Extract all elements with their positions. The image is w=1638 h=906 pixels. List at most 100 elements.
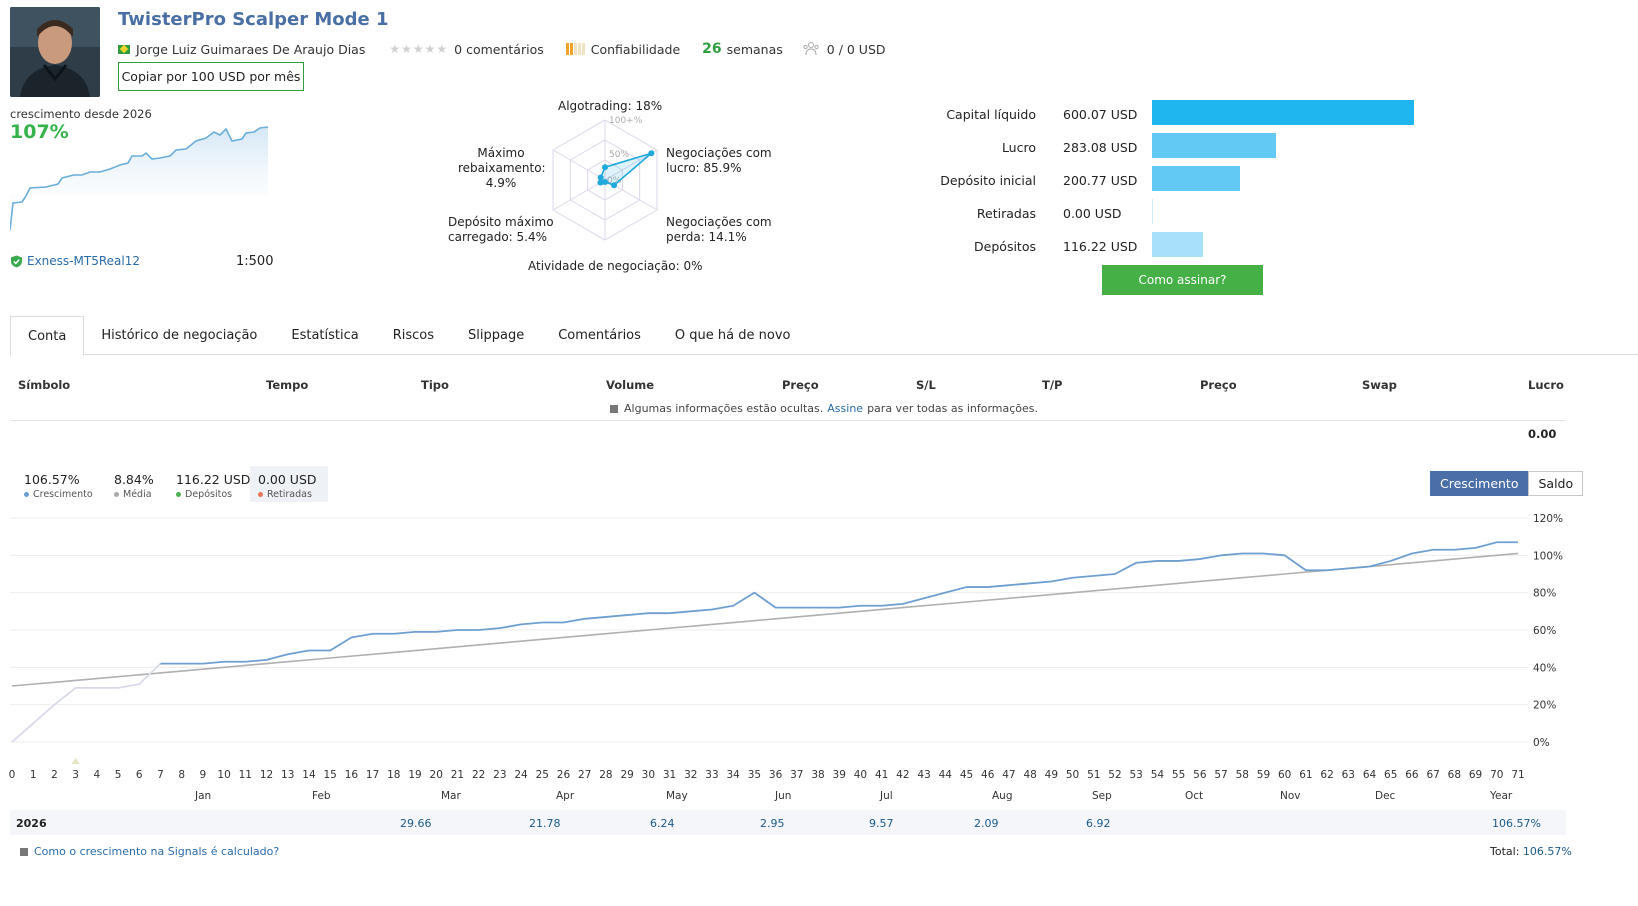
x-tick-label: 27 bbox=[578, 769, 591, 781]
stat-chip[interactable]: 116.22 USD Depósitos bbox=[168, 466, 258, 502]
column-header[interactable]: T/P bbox=[1042, 378, 1063, 392]
broker-name[interactable]: Exness-MT5Real12 bbox=[27, 254, 140, 268]
growth-chart: 120%100%80%60%40%20%0%0 1 2 3 4 5 6 7 8 9 10 11 12 13… bbox=[9, 513, 1563, 781]
x-tick-label: 62 bbox=[1320, 769, 1333, 781]
stat-chip[interactable]: 8.84% Média bbox=[106, 466, 162, 502]
y-tick-label: 20% bbox=[1533, 700, 1556, 712]
x-tick-label: 24 bbox=[514, 769, 528, 781]
author-name[interactable]: Jorge Luiz Guimaraes De Araujo Dias bbox=[136, 41, 366, 57]
month-label: Apr bbox=[556, 790, 575, 802]
column-header[interactable]: Lucro bbox=[1528, 378, 1564, 392]
column-header[interactable]: Preço bbox=[1200, 378, 1237, 392]
tab-0[interactable]: Conta bbox=[10, 316, 85, 356]
tab-5[interactable]: Comentários bbox=[558, 328, 641, 343]
hidden-note-text-2: para ver todas as informações. bbox=[867, 402, 1039, 415]
x-tick-label: 71 bbox=[1511, 769, 1524, 781]
total-value: 106.57% bbox=[1522, 845, 1572, 858]
x-tick-label: 49 bbox=[1045, 769, 1058, 781]
reliability-label: Confiabilidade bbox=[590, 41, 681, 57]
x-tick-label: 67 bbox=[1426, 769, 1439, 781]
x-tick-label: 2 bbox=[51, 769, 58, 781]
x-tick-label: 66 bbox=[1405, 769, 1419, 781]
column-header[interactable]: Símbolo bbox=[18, 378, 71, 392]
x-tick-label: 63 bbox=[1342, 769, 1355, 781]
column-header[interactable]: Preço bbox=[782, 378, 819, 392]
tab-6[interactable]: O que há de novo bbox=[674, 328, 791, 343]
month-growth-value: 6.92 bbox=[1086, 817, 1111, 830]
x-tick-label: 31 bbox=[663, 769, 676, 781]
rating-stars-icon: ★★★★★ bbox=[389, 42, 449, 56]
column-header[interactable]: S/L bbox=[916, 378, 936, 392]
x-tick-label: 6 bbox=[136, 769, 143, 781]
total-label: Total: bbox=[1490, 845, 1520, 858]
x-tick-label: 1 bbox=[30, 769, 37, 781]
month-growth-value: 106.57% bbox=[1492, 817, 1541, 830]
radar-scale-100: 100+% bbox=[609, 116, 643, 126]
bar-value: 0.00 USD bbox=[1063, 206, 1122, 221]
how-to-subscribe-button[interactable]: Como assinar? bbox=[1102, 265, 1263, 295]
x-tick-label: 28 bbox=[599, 769, 612, 781]
growth-toggle-button[interactable]: Crescimento bbox=[1430, 471, 1529, 496]
legend-dot-icon bbox=[258, 492, 263, 497]
x-tick-label: 22 bbox=[472, 769, 485, 781]
balance-bar bbox=[1152, 133, 1276, 158]
balance-bar bbox=[1152, 232, 1203, 257]
x-tick-label: 13 bbox=[281, 769, 294, 781]
radar-label-max-drawdown: Máximo rebaixamento: 4.9% bbox=[458, 146, 546, 191]
radar-label-dd-2: rebaixamento: bbox=[458, 161, 546, 175]
comments-count[interactable]: 0 comentários bbox=[454, 41, 544, 57]
x-tick-label: 45 bbox=[960, 769, 973, 781]
x-tick-label: 20 bbox=[430, 769, 443, 781]
stat-label-row: Depósitos bbox=[176, 489, 250, 500]
signal-title[interactable]: TwisterPro Scalper Mode 1 bbox=[118, 9, 389, 30]
month-label: Aug bbox=[992, 790, 1013, 802]
growth-calc-text[interactable]: Como o crescimento na Signals é calculad… bbox=[34, 845, 280, 858]
radar-point bbox=[611, 182, 618, 189]
radar-point bbox=[597, 174, 604, 181]
x-tick-label: 58 bbox=[1236, 769, 1249, 781]
x-tick-label: 44 bbox=[939, 769, 953, 781]
growth-calc-link[interactable]: Como o crescimento na Signals é calculad… bbox=[20, 845, 279, 858]
x-tick-label: 51 bbox=[1087, 769, 1100, 781]
stat-chip[interactable]: 0.00 USD Retiradas bbox=[250, 466, 328, 502]
mini-growth-chart bbox=[10, 126, 269, 231]
copy-signal-button[interactable]: Copiar por 100 USD por mês bbox=[118, 62, 304, 91]
balance-bar bbox=[1152, 100, 1414, 125]
balance-toggle-button[interactable]: Saldo bbox=[1528, 471, 1584, 496]
growth-since-label: crescimento desde 2026 bbox=[10, 107, 152, 121]
tab-3[interactable]: Riscos bbox=[392, 328, 435, 343]
brazil-flag-icon bbox=[118, 44, 130, 54]
x-tick-label: 8 bbox=[178, 769, 185, 781]
radar-label-max-deposit-2: carregado: 5.4% bbox=[448, 230, 547, 244]
tab-1[interactable]: Histórico de negociação bbox=[101, 328, 258, 343]
tab-bar: Conta Histórico de negociação Estatística R… bbox=[10, 316, 1638, 356]
subscribers-icon bbox=[803, 42, 819, 56]
stat-chip[interactable]: 106.57% Crescimento bbox=[16, 466, 101, 502]
x-tick-label: 34 bbox=[726, 769, 740, 781]
column-header[interactable]: Tempo bbox=[266, 378, 309, 392]
stat-label: Crescimento bbox=[33, 489, 93, 500]
month-growth-value: 29.66 bbox=[400, 817, 432, 830]
column-header[interactable]: Swap bbox=[1362, 378, 1397, 392]
month-label: Jul bbox=[880, 790, 893, 802]
x-tick-label: 42 bbox=[896, 769, 909, 781]
month-label: Feb bbox=[312, 790, 331, 802]
x-tick-label: 61 bbox=[1299, 769, 1312, 781]
growth-line-initial bbox=[11, 662, 162, 743]
x-tick-label: 55 bbox=[1172, 769, 1185, 781]
tab-2[interactable]: Estatística bbox=[291, 328, 359, 343]
tab-4[interactable]: Slippage bbox=[468, 328, 525, 343]
weeks-label: semanas bbox=[726, 41, 783, 57]
x-tick-label: 0 bbox=[9, 769, 16, 781]
broker-link[interactable]: Exness-MT5Real12 bbox=[10, 254, 140, 268]
radar-scale-50: 50% bbox=[609, 150, 629, 160]
info-square-icon bbox=[20, 847, 28, 856]
author-row: Jorge Luiz Guimaraes De Araujo Dias ★★★★… bbox=[118, 40, 886, 58]
x-tick-label: 21 bbox=[451, 769, 464, 781]
x-tick-label: 29 bbox=[620, 769, 633, 781]
subscribe-link[interactable]: Assine bbox=[827, 402, 864, 415]
hidden-note-text: Algumas informações estão ocultas. bbox=[624, 402, 824, 415]
column-header[interactable]: Volume bbox=[606, 378, 655, 392]
x-tick-label: 26 bbox=[557, 769, 571, 781]
column-header[interactable]: Tipo bbox=[421, 378, 449, 392]
